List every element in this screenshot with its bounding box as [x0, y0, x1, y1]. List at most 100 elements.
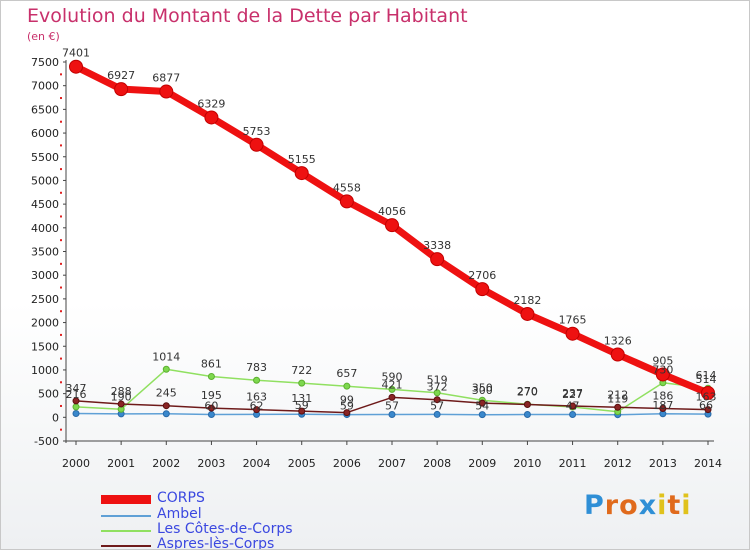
data-label: 519 — [427, 374, 448, 387]
y-minor-tick — [60, 239, 62, 242]
data-point-aspres — [433, 396, 441, 404]
y-minor-tick — [60, 381, 62, 384]
data-label: 372 — [427, 381, 448, 394]
y-tick-label: 1500 — [31, 340, 59, 353]
y-tick-label: 0 — [52, 411, 59, 424]
legend-swatch-corps — [101, 495, 151, 504]
data-point-aspres — [253, 406, 261, 414]
data-point-cotes — [388, 385, 396, 393]
data-label: 212 — [607, 388, 628, 401]
data-label: 5753 — [243, 125, 271, 138]
data-label: 783 — [246, 361, 267, 374]
data-point-ambel — [523, 411, 531, 419]
data-point-cotes — [72, 403, 80, 411]
y-minor-tick — [60, 120, 62, 123]
data-point-corps — [69, 59, 83, 74]
data-label: 59 — [340, 400, 354, 413]
y-tick-label: 4000 — [31, 222, 59, 235]
proxiti-logo: Proxiti — [584, 490, 692, 521]
data-label: 1326 — [604, 334, 632, 347]
data-label: 590 — [382, 370, 403, 383]
data-label: 216 — [66, 388, 87, 401]
data-label: 47 — [566, 399, 580, 412]
data-label: 62 — [250, 399, 264, 412]
x-tick-label: 2009 — [468, 457, 496, 470]
data-point-ambel — [72, 410, 80, 418]
legend-swatch-aspres — [101, 545, 151, 547]
data-point-corps — [159, 84, 174, 99]
data-label: 905 — [652, 354, 673, 367]
data-label: 1765 — [559, 314, 587, 327]
data-point-corps — [294, 166, 309, 181]
x-tick-label: 2010 — [513, 457, 541, 470]
y-tick-label: 7500 — [31, 56, 59, 69]
x-tick-label: 2005 — [288, 457, 316, 470]
y-minor-tick — [60, 168, 62, 171]
y-minor-tick — [60, 333, 62, 336]
data-point-aspres — [343, 409, 351, 417]
data-label: 57 — [430, 399, 444, 412]
x-tick-label: 2014 — [694, 457, 722, 470]
data-point-aspres — [162, 402, 170, 410]
data-label: 6877 — [152, 72, 180, 85]
data-label: 4558 — [333, 181, 361, 194]
data-label: 730 — [652, 364, 673, 377]
data-label: 2182 — [513, 294, 541, 307]
y-tick-label: -500 — [34, 435, 59, 448]
data-point-ambel — [569, 410, 577, 418]
data-point-aspres — [659, 405, 667, 413]
data-label: 300 — [472, 384, 493, 397]
data-label: 190 — [111, 390, 132, 403]
data-point-aspres — [569, 402, 577, 410]
y-tick-label: 7000 — [31, 80, 59, 93]
x-tick-label: 2002 — [152, 457, 180, 470]
data-label: 227 — [562, 388, 583, 401]
data-label: 131 — [291, 392, 312, 405]
x-tick-label: 2004 — [243, 457, 271, 470]
y-tick-label: 2500 — [31, 293, 59, 306]
x-tick-label: 2013 — [649, 457, 677, 470]
data-label: 99 — [340, 394, 354, 407]
x-tick-label: 2007 — [378, 457, 406, 470]
data-label: 186 — [652, 390, 673, 403]
data-label: 66 — [699, 399, 713, 412]
data-point-corps — [339, 194, 354, 209]
data-point-aspres — [117, 400, 125, 408]
data-point-aspres — [388, 393, 396, 401]
data-point-corps — [385, 218, 399, 233]
y-minor-tick — [60, 97, 62, 100]
data-point-cotes — [162, 365, 170, 373]
data-point-corps — [114, 82, 129, 97]
data-point-aspres — [478, 399, 486, 407]
y-tick-label: 5500 — [31, 151, 59, 164]
data-label: 59 — [295, 399, 309, 412]
data-point-aspres — [704, 406, 712, 414]
y-minor-tick — [60, 357, 62, 360]
data-label: 288 — [111, 385, 132, 398]
data-label: 6329 — [197, 97, 225, 110]
data-point-ambel — [388, 410, 396, 418]
data-label: 350 — [472, 381, 493, 394]
data-point-corps — [475, 282, 490, 297]
data-label: 119 — [607, 393, 628, 406]
data-point-cotes — [207, 373, 215, 381]
data-point-aspres — [72, 397, 80, 405]
y-minor-tick — [60, 404, 62, 407]
y-tick-label: 4500 — [31, 198, 59, 211]
data-label: 237 — [562, 387, 583, 400]
data-label: 54 — [475, 400, 489, 413]
data-point-corps — [430, 252, 445, 267]
x-tick-label: 2000 — [62, 457, 90, 470]
x-tick-label: 2008 — [423, 457, 451, 470]
x-tick-label: 2011 — [559, 457, 587, 470]
data-point-aspres — [207, 404, 215, 412]
data-point-ambel — [433, 410, 441, 418]
data-label: 861 — [201, 358, 222, 371]
data-label: 514 — [696, 373, 717, 386]
y-minor-tick — [60, 144, 62, 147]
y-tick-label: 500 — [38, 388, 59, 401]
data-label: 60 — [204, 399, 218, 412]
y-minor-tick — [60, 286, 62, 289]
